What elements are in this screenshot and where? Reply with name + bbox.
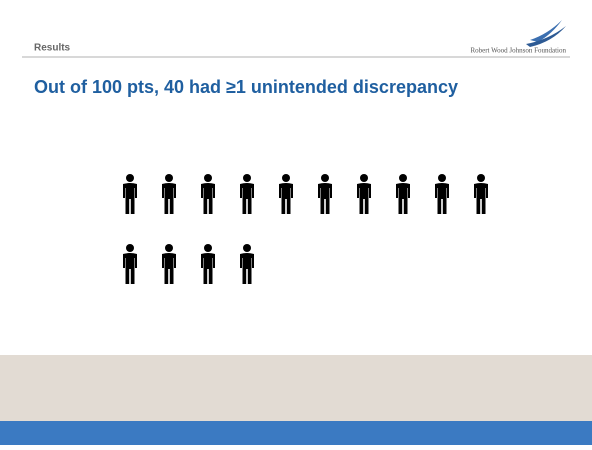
logo-swoosh	[526, 26, 566, 47]
logo-swoosh	[530, 20, 562, 42]
bottom-band	[0, 421, 592, 445]
logo-text: Robert Wood Johnson Foundation	[470, 47, 566, 55]
slide-title: Out of 100 pts, 40 had ≥1 unintended dis…	[34, 77, 458, 97]
logo: Robert Wood Johnson Foundation	[470, 20, 566, 55]
section-label: Results	[34, 43, 71, 54]
footer-band	[0, 355, 592, 421]
